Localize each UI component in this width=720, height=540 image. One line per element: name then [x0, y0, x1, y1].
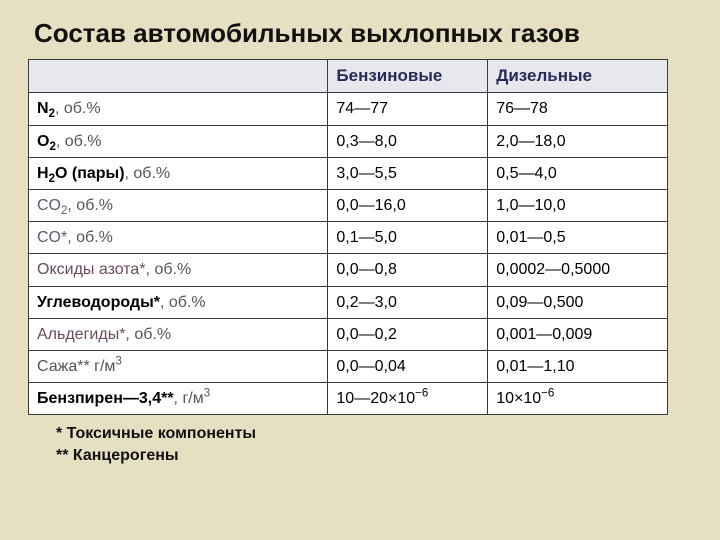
cell-diesel: 2,0—18,0 [488, 125, 668, 157]
cell-diesel: 0,5—4,0 [488, 157, 668, 189]
cell-gasoline: 0,0—0,2 [328, 318, 488, 350]
cell-gasoline: 74—77 [328, 93, 488, 125]
cell-gasoline: 0,0—16,0 [328, 189, 488, 221]
cell-component: CO2, об.% [29, 189, 328, 221]
cell-component: O2, об.% [29, 125, 328, 157]
cell-diesel: 76—78 [488, 93, 668, 125]
cell-diesel: 0,0002—0,5000 [488, 254, 668, 286]
cell-diesel: 0,09—0,500 [488, 286, 668, 318]
cell-component: N2, об.% [29, 93, 328, 125]
footnotes: * Токсичные компоненты ** Канцерогены [28, 423, 692, 466]
table-row: CO2, об.%0,0—16,01,0—10,0 [29, 189, 668, 221]
cell-diesel: 10×10−6 [488, 383, 668, 415]
cell-diesel: 0,01—0,5 [488, 222, 668, 254]
cell-component: H2O (пары), об.% [29, 157, 328, 189]
cell-gasoline: 0,3—8,0 [328, 125, 488, 157]
cell-diesel: 1,0—10,0 [488, 189, 668, 221]
exhaust-table: Бензиновые Дизельные N2, об.%74—7776—78O… [28, 59, 668, 415]
table-row: Углеводороды*, об.%0,2—3,00,09—0,500 [29, 286, 668, 318]
table-row: H2O (пары), об.%3,0—5,50,5—4,0 [29, 157, 668, 189]
cell-gasoline: 0,2—3,0 [328, 286, 488, 318]
table-row: Оксиды азота*, об.%0,0—0,80,0002—0,5000 [29, 254, 668, 286]
footnote-toxic: * Токсичные компоненты [56, 423, 692, 445]
cell-gasoline: 10—20×10−6 [328, 383, 488, 415]
table-row: Бензпирен—3,4**, г/м310—20×10−610×10−6 [29, 383, 668, 415]
table-row: Альдегиды*, об.%0,0—0,20,001—0,009 [29, 318, 668, 350]
cell-gasoline: 0,0—0,8 [328, 254, 488, 286]
table-body: N2, об.%74—7776—78O2, об.%0,3—8,02,0—18,… [29, 93, 668, 415]
col-header-diesel: Дизельные [488, 60, 668, 93]
table-row: O2, об.%0,3—8,02,0—18,0 [29, 125, 668, 157]
cell-component: Бензпирен—3,4**, г/м3 [29, 383, 328, 415]
cell-component: Сажа** г/м3 [29, 350, 328, 382]
page-title: Состав автомобильных выхлопных газов [34, 18, 692, 49]
cell-component: Углеводороды*, об.% [29, 286, 328, 318]
cell-gasoline: 0,0—0,04 [328, 350, 488, 382]
table-header-row: Бензиновые Дизельные [29, 60, 668, 93]
cell-diesel: 0,001—0,009 [488, 318, 668, 350]
cell-component: Альдегиды*, об.% [29, 318, 328, 350]
cell-diesel: 0,01—1,10 [488, 350, 668, 382]
table-row: Сажа** г/м30,0—0,040,01—1,10 [29, 350, 668, 382]
table-row: N2, об.%74—7776—78 [29, 93, 668, 125]
cell-gasoline: 0,1—5,0 [328, 222, 488, 254]
footnote-carcinogen: ** Канцерогены [56, 445, 692, 467]
slide: Состав автомобильных выхлопных газов Бен… [0, 0, 720, 540]
col-header-component [29, 60, 328, 93]
cell-component: Оксиды азота*, об.% [29, 254, 328, 286]
cell-component: CO*, об.% [29, 222, 328, 254]
table-row: CO*, об.%0,1—5,00,01—0,5 [29, 222, 668, 254]
col-header-gasoline: Бензиновые [328, 60, 488, 93]
cell-gasoline: 3,0—5,5 [328, 157, 488, 189]
